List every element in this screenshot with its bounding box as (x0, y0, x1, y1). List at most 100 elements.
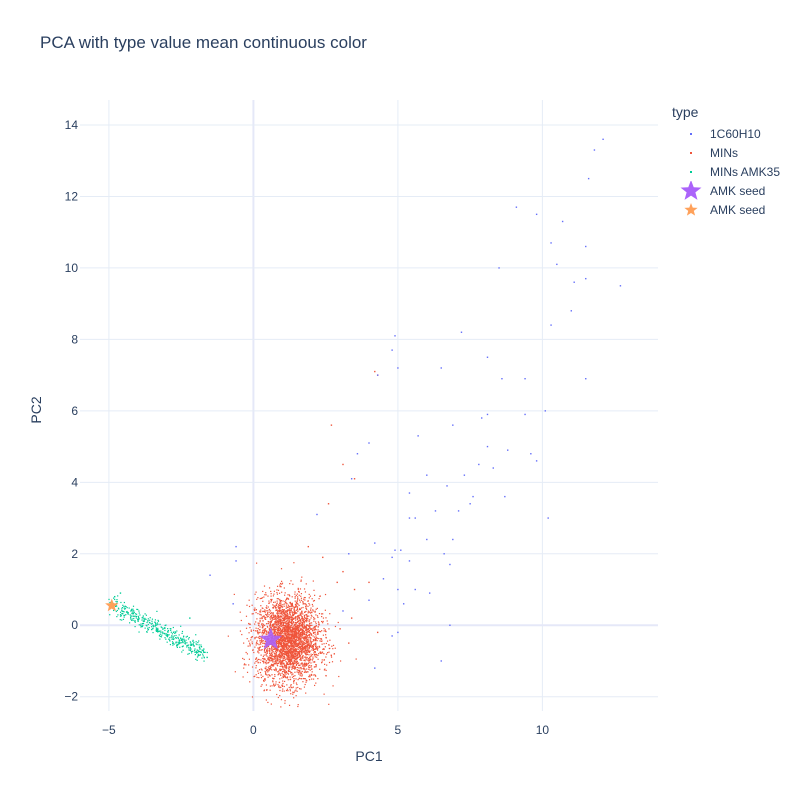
point-mins-amk35 (140, 623, 142, 625)
point-mins (308, 644, 310, 646)
point-mins-amk35 (134, 625, 136, 628)
point-mins (299, 608, 302, 610)
point-mins-amk35 (132, 605, 135, 607)
point-mins (258, 658, 260, 661)
point-mins (305, 617, 307, 620)
point-mins (275, 655, 277, 658)
point-mins (284, 700, 286, 702)
point-mins-amk35 (152, 626, 155, 628)
point-mins (302, 668, 305, 670)
point-mins (277, 623, 280, 625)
point-mins (290, 631, 292, 634)
point-mins (323, 693, 325, 695)
point-mins (310, 609, 312, 611)
point-mins (312, 661, 314, 663)
point-mins-amk35 (192, 639, 194, 641)
point-mins (303, 616, 306, 618)
point-mins (301, 616, 303, 618)
point-mins (280, 644, 282, 646)
point-mins (279, 660, 281, 662)
point-mins (279, 678, 281, 680)
point-mins (291, 638, 293, 640)
point-mins (313, 639, 315, 641)
point-mins-amk35 (168, 639, 171, 641)
point-mins (304, 664, 306, 666)
point-mins (280, 580, 283, 582)
point-mins (305, 648, 307, 650)
point-mins (299, 658, 302, 660)
legend-item[interactable]: MINs AMK35 (672, 162, 780, 181)
point-mins-amk35 (126, 607, 128, 609)
point-mins (286, 661, 288, 664)
point-mins (309, 645, 311, 647)
point-mins (271, 654, 273, 656)
point-mins (297, 648, 299, 651)
point-mins (280, 615, 283, 617)
point-mins (256, 660, 258, 662)
point-mins (279, 655, 281, 657)
legend-item[interactable]: AMK seed (672, 181, 780, 200)
point-mins (294, 653, 296, 655)
point-1c60h10 (368, 599, 370, 601)
point-mins (327, 623, 329, 625)
point-mins (298, 630, 301, 632)
point-1c60h10 (391, 635, 393, 637)
point-mins-amk35 (160, 636, 163, 638)
point-mins (353, 588, 356, 591)
legend-item[interactable]: 1C60H10 (672, 124, 780, 143)
point-mins (293, 665, 295, 667)
point-mins (270, 657, 273, 660)
point-mins (289, 620, 291, 623)
point-mins-amk35 (132, 619, 134, 622)
point-mins (278, 610, 280, 612)
point-mins-amk35 (138, 624, 140, 626)
point-mins (301, 625, 303, 627)
point-mins (285, 666, 288, 668)
point-mins-amk35 (167, 628, 169, 630)
point-1c60h10 (426, 474, 428, 476)
point-mins-amk35 (177, 643, 179, 646)
point-mins (306, 635, 308, 637)
point-mins (283, 657, 285, 659)
point-mins (286, 656, 288, 658)
point-mins (325, 669, 327, 672)
point-mins (291, 623, 293, 625)
point-mins (294, 690, 296, 692)
point-mins (295, 689, 297, 691)
point-mins (287, 655, 289, 657)
point-mins (311, 640, 313, 643)
x-tick-label: 0 (250, 723, 257, 737)
point-mins (290, 693, 292, 695)
legend-item[interactable]: AMK seed (672, 200, 780, 219)
point-mins (292, 667, 294, 669)
point-1c60h10 (585, 277, 587, 280)
point-mins-amk35 (200, 645, 203, 648)
point-mins (281, 631, 283, 633)
point-mins (272, 664, 274, 666)
point-mins-amk35 (165, 638, 167, 640)
point-mins (279, 646, 281, 648)
point-mins (286, 637, 288, 639)
point-mins (271, 624, 274, 627)
point-mins (288, 648, 290, 650)
legend-item[interactable]: MINs (672, 143, 780, 162)
point-mins (269, 658, 271, 660)
point-mins (285, 622, 287, 624)
y-tick-label: 12 (65, 189, 79, 203)
point-mins (308, 629, 311, 632)
point-mins (313, 616, 315, 619)
point-mins (298, 639, 300, 641)
point-mins (274, 661, 276, 663)
point-mins (320, 638, 322, 640)
point-mins-amk35 (131, 608, 133, 610)
point-mins (304, 665, 307, 667)
point-mins (281, 582, 284, 584)
point-mins (286, 617, 288, 619)
point-mins (257, 613, 259, 615)
point-mins (279, 608, 281, 610)
point-mins (262, 655, 264, 658)
point-mins (308, 621, 310, 623)
point-mins-amk35 (178, 641, 181, 643)
point-mins (314, 610, 316, 612)
